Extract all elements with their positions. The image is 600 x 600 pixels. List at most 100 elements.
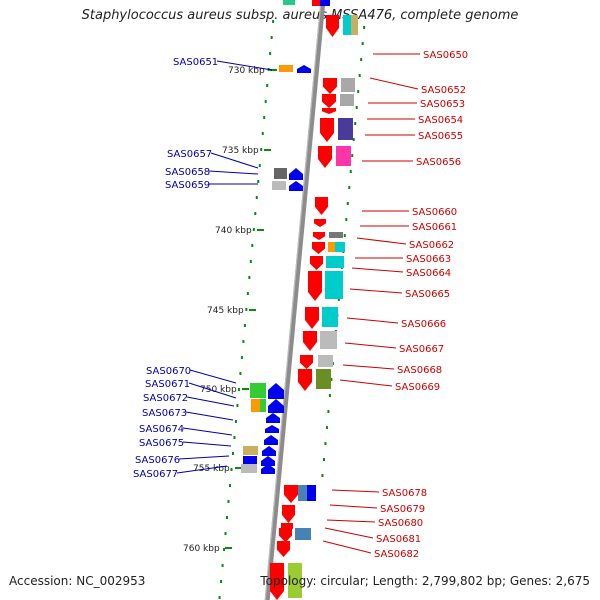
right-label-leader (344, 342, 397, 349)
ruler-dot (251, 244, 254, 247)
reverse-gene-arrow (265, 425, 279, 433)
right-label-leader (356, 237, 407, 245)
ruler-dot (327, 410, 330, 413)
kbp-tick-mark (249, 309, 256, 311)
ruler-dot (224, 532, 227, 535)
topology-text: Topology: circular; Length: 2,799,802 bp… (260, 574, 590, 588)
ruler-dot (236, 404, 239, 407)
gene-feature-box (351, 15, 358, 35)
gene-label-sas0681: SAS0681 (376, 534, 421, 545)
gene-feature-box (272, 181, 286, 190)
gene-feature-box (340, 94, 354, 106)
ruler-dot (351, 154, 354, 157)
accession-text: Accession: NC_002953 (9, 574, 146, 588)
gene-feature-box (250, 383, 266, 398)
left-label-leader (210, 152, 259, 169)
gene-label-sas0657: SAS0657 (167, 149, 212, 160)
ruler-dot (230, 468, 233, 471)
forward-gene-arrow (312, 242, 325, 254)
gene-feature-box (335, 242, 345, 252)
left-label-leader (182, 427, 233, 436)
ruler-dot (240, 356, 243, 359)
ruler-dot (337, 298, 340, 301)
ruler-dot (264, 100, 267, 103)
forward-gene-arrow (305, 307, 319, 329)
forward-gene-arrow (270, 563, 284, 600)
forward-gene-arrow (298, 369, 312, 391)
ruler-dot (255, 196, 258, 199)
forward-gene-arrow (322, 108, 336, 114)
forward-gene-arrow (323, 78, 337, 94)
forward-gene-arrow (300, 355, 313, 369)
ruler-dot (349, 170, 352, 173)
ruler-dot (270, 36, 273, 39)
reverse-gene-arrow (266, 413, 280, 423)
reverse-gene-arrow (268, 383, 284, 399)
ruler-dot (220, 580, 223, 583)
gene-label-sas0679: SAS0679 (380, 504, 425, 515)
gene-label-sas0670: SAS0670 (146, 366, 191, 377)
gene-label-sas0682: SAS0682 (374, 549, 419, 560)
kbp-label: 760 kbp (183, 544, 220, 554)
ruler-dot (231, 452, 234, 455)
ruler-dot (226, 516, 229, 519)
forward-gene-arrow (279, 528, 292, 542)
ruler-dot (243, 324, 246, 327)
gene-label-sas0665: SAS0665 (405, 289, 450, 300)
gene-label-sas0678: SAS0678 (382, 488, 427, 499)
genome-backbone (264, 0, 326, 600)
right-label-leader (351, 267, 404, 273)
ruler-dot (330, 378, 333, 381)
kbp-label: 755 kbp (193, 464, 230, 474)
forward-gene-arrow (282, 505, 295, 523)
ruler-dot (218, 596, 221, 599)
ruler-dot (363, 26, 366, 29)
map-title: Staphylococcus aureus subsp. aureus MSSA… (81, 8, 519, 23)
reverse-gene-arrow (268, 399, 284, 413)
ruler-dot (249, 260, 252, 263)
gene-feature-box (322, 307, 338, 327)
reverse-gene-arrow (262, 446, 276, 456)
ruler-dot (258, 164, 261, 167)
forward-gene-arrow (314, 219, 326, 227)
gene-label-sas0671: SAS0671 (145, 379, 190, 390)
left-label-leader (189, 369, 237, 384)
right-label-leader (369, 77, 419, 90)
kbp-label: 730 kbp (228, 66, 265, 76)
gene-feature-box (338, 118, 353, 140)
kbp-tick-mark (264, 149, 271, 151)
gene-label-sas0660: SAS0660 (412, 207, 457, 218)
gene-label-sas0655: SAS0655 (418, 131, 463, 142)
right-label-leader (329, 504, 378, 509)
kbp-tick-mark (242, 388, 249, 390)
gene-feature-box (329, 232, 343, 238)
right-label-leader (346, 317, 399, 324)
forward-gene-arrow (326, 15, 339, 37)
ruler-dot (228, 484, 231, 487)
reverse-gene-arrow (289, 181, 303, 191)
gene-label-sas0662: SAS0662 (409, 240, 454, 251)
reverse-gene-arrow (289, 168, 303, 180)
left-label-leader (186, 396, 235, 407)
ruler-dot (245, 308, 248, 311)
right-label-leader (342, 364, 395, 370)
ruler-dot (233, 436, 236, 439)
right-label-leader (339, 379, 393, 387)
ruler-dot (234, 420, 237, 423)
ruler-dot (252, 228, 255, 231)
ruler-dot (272, 20, 275, 23)
forward-gene-arrow (315, 197, 328, 215)
kbp-label: 750 kbp (200, 385, 237, 395)
ruler-dot (263, 116, 266, 119)
genome-backbone-highlight (264, 0, 322, 600)
ruler-dot (348, 186, 351, 189)
forward-gene-arrow (284, 485, 298, 503)
gene-feature-box (318, 355, 333, 367)
gene-feature-box (260, 399, 266, 412)
gene-label-sas0656: SAS0656 (416, 157, 461, 168)
reverse-gene-arrow (261, 456, 275, 466)
gene-feature-box (251, 399, 260, 412)
ruler-dot (361, 42, 364, 45)
ruler-dot (322, 458, 325, 461)
gene-label-sas0658: SAS0658 (165, 167, 210, 178)
